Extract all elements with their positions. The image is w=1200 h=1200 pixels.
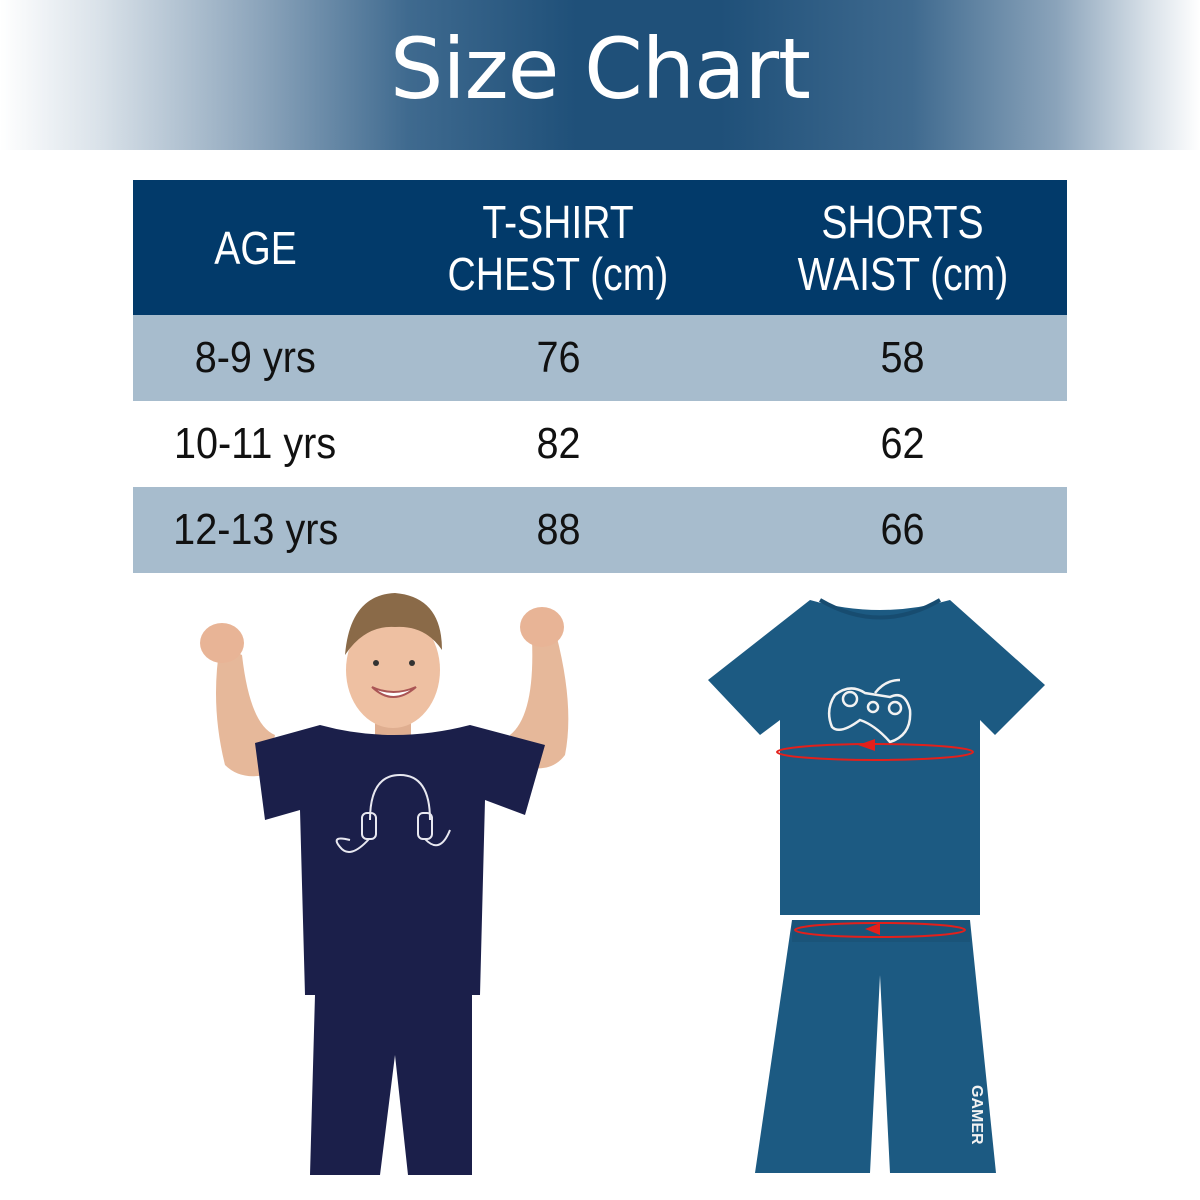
cell-chest: 76 <box>378 315 738 401</box>
table-row: 10-11 yrs 82 62 <box>133 401 1067 487</box>
cell-chest: 88 <box>378 487 738 573</box>
cell-age: 10-11 yrs <box>174 419 337 468</box>
header-shorts-waist: SHORTS WAIST (cm) <box>738 180 1067 315</box>
table-row: 8-9 yrs 76 58 <box>133 315 1067 401</box>
header-age: AGE <box>133 180 378 315</box>
title-banner: Size Chart <box>0 0 1200 150</box>
game-controller-print <box>827 678 912 744</box>
page-title: Size Chart <box>390 20 811 118</box>
cell-waist: 62 <box>880 419 925 468</box>
product-photo: GAMER <box>708 598 1045 1173</box>
cell-age: 8-9 yrs <box>133 315 378 401</box>
table-header-row: AGE T-SHIRT CHEST (cm) SHORTS WAIST (cm) <box>133 180 1067 315</box>
shorts-print-text: GAMER <box>968 1085 985 1145</box>
cell-age: 12-13 yrs <box>133 487 378 573</box>
model-photo <box>200 593 569 1175</box>
cell-waist: 58 <box>738 315 1067 401</box>
cell-waist: 66 <box>738 487 1067 573</box>
size-chart-table: AGE T-SHIRT CHEST (cm) SHORTS WAIST (cm) 8… <box>133 180 1067 573</box>
header-tshirt-chest: T-SHIRT CHEST (cm) <box>378 180 738 315</box>
cell-chest: 82 <box>535 419 581 468</box>
table-row: 12-13 yrs 88 66 <box>133 487 1067 573</box>
